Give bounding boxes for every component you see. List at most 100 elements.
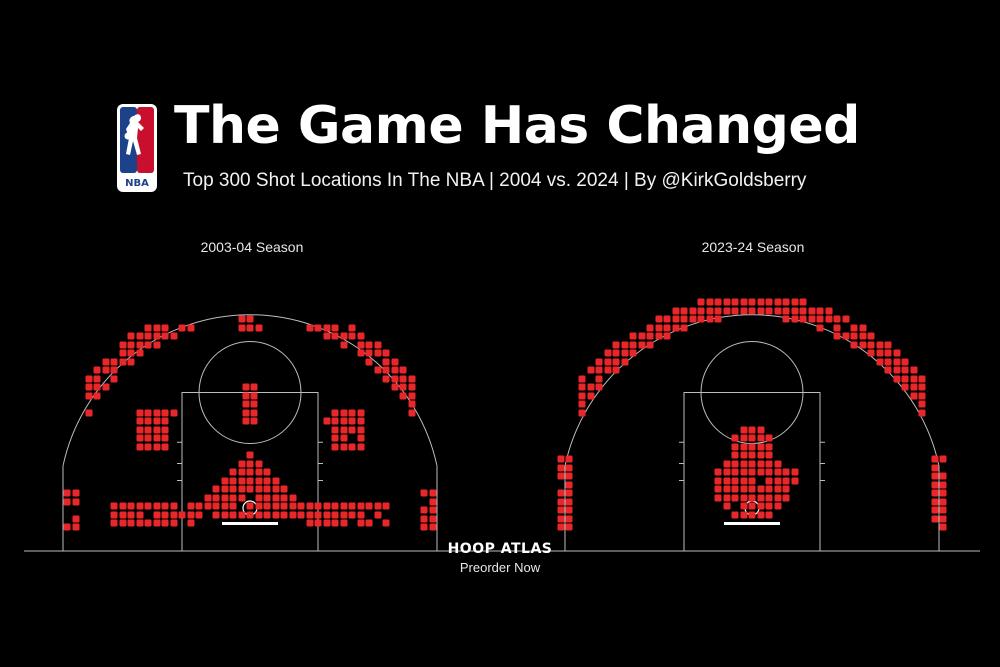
shot-square (306, 324, 314, 332)
shot-square (850, 332, 858, 340)
shot-square (119, 519, 127, 527)
shot-square (348, 332, 356, 340)
shot-square (565, 515, 573, 523)
shot-square (931, 455, 939, 463)
shot-square (918, 392, 926, 400)
season-label-left: 2003-04 Season (200, 239, 304, 255)
shot-square (731, 468, 739, 476)
shot-square (859, 332, 867, 340)
shot-square (587, 392, 595, 400)
shot-square (340, 409, 348, 417)
shot-square (714, 468, 722, 476)
shot-square (348, 324, 356, 332)
shot-square (825, 307, 833, 315)
shot-square (765, 494, 773, 502)
shot-square (901, 375, 909, 383)
shot-square (740, 502, 748, 510)
shot-square (93, 375, 101, 383)
shot-square (246, 468, 254, 476)
shot-square (757, 451, 765, 459)
paint (181, 392, 319, 552)
shot-square (272, 477, 280, 485)
shot-square (212, 511, 220, 519)
shot-square (663, 324, 671, 332)
shot-square (314, 511, 322, 519)
shot-square (127, 332, 135, 340)
shot-square (331, 324, 339, 332)
shot-square (250, 383, 258, 391)
shot-square (297, 511, 305, 519)
shot-square (697, 315, 705, 323)
shot-square (272, 511, 280, 519)
shot-square (740, 443, 748, 451)
shot-square (255, 502, 263, 510)
shot-square (910, 383, 918, 391)
shot-square (144, 341, 152, 349)
shot-square (161, 409, 169, 417)
shot-square (901, 383, 909, 391)
shot-square (842, 315, 850, 323)
shot-square (757, 434, 765, 442)
shot-square (102, 383, 110, 391)
shot-square (272, 485, 280, 493)
shot-square (323, 502, 331, 510)
shot-square (187, 502, 195, 510)
shot-square (939, 506, 947, 514)
shot-square (595, 383, 603, 391)
hoop-atlas-logo[interactable]: HOOP ATLAS (447, 541, 553, 557)
shot-square (144, 417, 152, 425)
shot-square (612, 349, 620, 357)
shot-square (348, 417, 356, 425)
shot-square (706, 298, 714, 306)
shot-square (170, 519, 178, 527)
shot-square (63, 498, 71, 506)
shot-square (765, 443, 773, 451)
shot-square (357, 511, 365, 519)
shot-square (119, 349, 127, 357)
shot-square (557, 498, 565, 506)
shot-square (774, 468, 782, 476)
shot-square (884, 349, 892, 357)
shot-square (714, 485, 722, 493)
shot-square (229, 502, 237, 510)
shot-square (280, 494, 288, 502)
shot-square (565, 489, 573, 497)
shot-square (127, 519, 135, 527)
shot-square (939, 455, 947, 463)
shot-square (238, 460, 246, 468)
shot-square (161, 417, 169, 425)
shot-square (170, 502, 178, 510)
shot-square (331, 332, 339, 340)
shot-square (646, 332, 654, 340)
shot-square (731, 443, 739, 451)
shot-square (246, 477, 254, 485)
shot-square (731, 511, 739, 519)
shot-square (774, 477, 782, 485)
shot-square (161, 502, 169, 510)
shot-square (263, 502, 271, 510)
shot-square (816, 315, 824, 323)
shot-square (850, 341, 858, 349)
shot-square (557, 464, 565, 472)
shot-square (748, 426, 756, 434)
shot-square (250, 400, 258, 408)
shot-square (748, 443, 756, 451)
shot-square (102, 358, 110, 366)
shot-square (757, 460, 765, 468)
shot-square (859, 341, 867, 349)
shot-square (748, 434, 756, 442)
shot-square (893, 358, 901, 366)
shot-square (825, 315, 833, 323)
shot-square (884, 366, 892, 374)
shot-square (565, 523, 573, 531)
preorder-link[interactable]: Preorder Now (459, 560, 541, 575)
shot-square (365, 502, 373, 510)
shot-square (250, 417, 258, 425)
shot-square (740, 485, 748, 493)
shot-square (127, 358, 135, 366)
shot-square (348, 443, 356, 451)
shot-square (774, 494, 782, 502)
shot-square (153, 426, 161, 434)
shot-square (153, 519, 161, 527)
